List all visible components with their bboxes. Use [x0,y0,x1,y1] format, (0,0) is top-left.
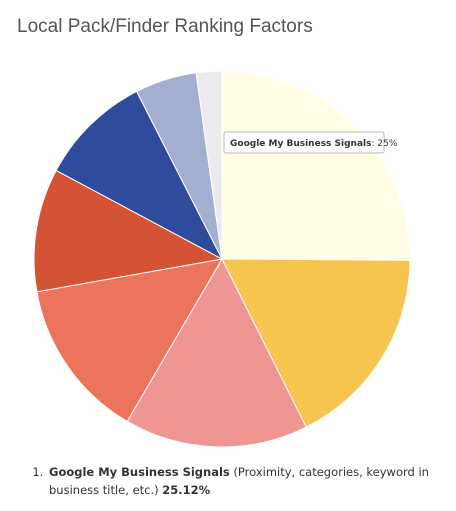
pie-slice[interactable] [126,257,307,448]
legend-name: Google My Business Signals [49,465,230,479]
pie [33,70,411,448]
tooltip: Google My Business Signals: 25% [223,131,398,154]
pie-slice[interactable] [55,90,224,261]
tooltip-text: Google My Business Signals: 25% [230,139,398,149]
chart-title: Local Pack/Finder Ranking Factors [17,16,313,37]
tooltip-box [223,131,385,154]
tooltip-name: Google My Business Signals [230,139,371,149]
legend-item: Google My Business Signals (Proximity, c… [47,463,440,499]
legend-list: Google My Business Signals (Proximity, c… [0,463,440,499]
pie-slice[interactable] [195,70,223,260]
pie-slice[interactable] [33,169,224,293]
pie-slice[interactable] [221,70,411,261]
legend-description: (Proximity, categories, keyword in busin… [49,465,429,497]
tooltip-value: : 25% [371,139,397,149]
pie-slice[interactable] [221,258,411,428]
legend-value: 25.12% [162,483,211,497]
pie-slice[interactable] [36,258,223,423]
chart: Google My Business Signals: 25% [33,70,411,448]
